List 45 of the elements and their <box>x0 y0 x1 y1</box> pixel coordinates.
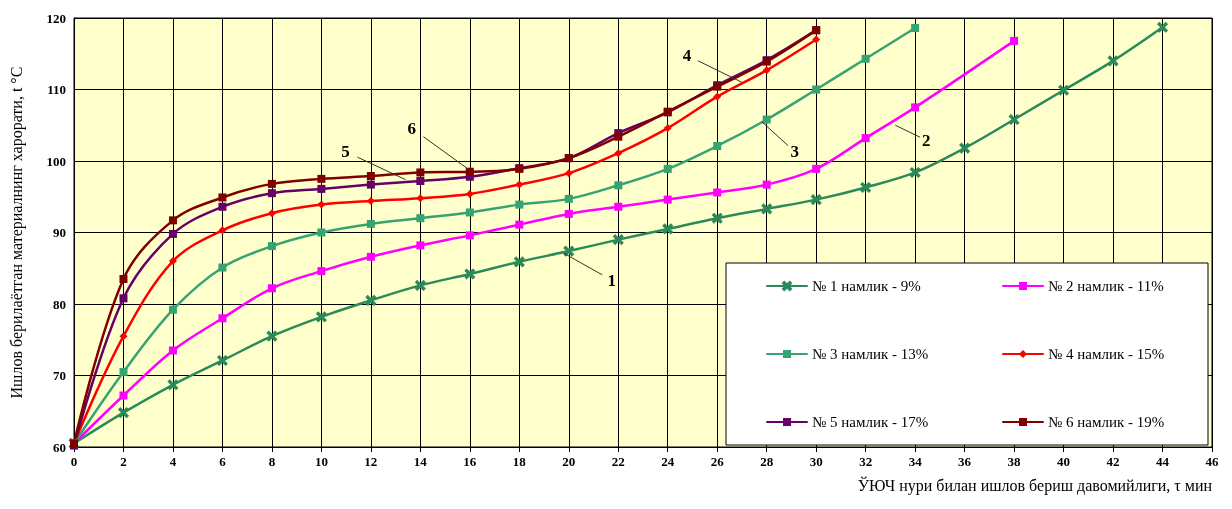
x-tick-label: 36 <box>958 454 972 469</box>
x-tick-label: 24 <box>661 454 675 469</box>
x-tick-label: 42 <box>1106 454 1120 469</box>
x-tick-label: 18 <box>512 454 527 469</box>
x-tick-label: 34 <box>908 454 923 469</box>
legend-label: № 2 намлик - 11% <box>1048 278 1164 294</box>
x-tick-label: 38 <box>1007 454 1022 469</box>
x-tick-label: 2 <box>120 454 127 469</box>
x-tick-label: 12 <box>364 454 378 469</box>
y-tick-label: 70 <box>53 368 66 383</box>
x-tick-label: 30 <box>809 454 823 469</box>
x-tick-label: 14 <box>413 454 428 469</box>
x-tick-label: 26 <box>710 454 725 469</box>
annotation: 1 <box>607 270 617 290</box>
y-tick-label: 60 <box>53 439 66 455</box>
x-tick-label: 20 <box>562 454 576 469</box>
y-tick-label: 80 <box>53 296 66 312</box>
x-tick-label: 32 <box>859 454 873 469</box>
annotation: 2 <box>922 130 931 150</box>
x-tick-label: 6 <box>219 454 227 469</box>
annotation: 6 <box>407 118 417 138</box>
annotation: 4 <box>682 45 692 65</box>
y-tick-label: 120 <box>46 10 66 26</box>
y-axis-title: Ишлов берилаётган материалнинг харорати, t °C <box>7 66 26 399</box>
legend-label: № 3 намлик - 13% <box>812 346 929 362</box>
legend-label: № 4 намлик - 15% <box>1048 346 1165 362</box>
x-tick-label: 22 <box>611 454 625 469</box>
x-tick-label: 10 <box>314 454 328 469</box>
x-tick-label: 4 <box>169 454 177 469</box>
x-tick-label: 0 <box>70 454 78 469</box>
x-axis-title: ЎЮЧ нури билан ишлов бериш давомийлиги, τ мин <box>857 475 1213 495</box>
x-tick-label: 16 <box>463 454 477 469</box>
x-tick-label: 8 <box>268 454 276 469</box>
x-tick-label: 28 <box>760 454 774 469</box>
y-tick-label: 100 <box>46 153 66 169</box>
annotation: 3 <box>790 142 799 162</box>
legend-label: № 6 намлик - 19% <box>1048 414 1165 430</box>
x-tick-label: 46 <box>1205 454 1219 469</box>
y-tick-label: 90 <box>53 225 66 240</box>
annotation: 5 <box>341 142 350 162</box>
legend-label: № 1 намлик - 9% <box>812 278 921 294</box>
legend-label: № 5 намлик - 17% <box>812 414 929 430</box>
y-tick-label: 110 <box>47 82 66 97</box>
x-tick-label: 44 <box>1156 454 1170 469</box>
x-tick-label: 40 <box>1057 454 1071 469</box>
